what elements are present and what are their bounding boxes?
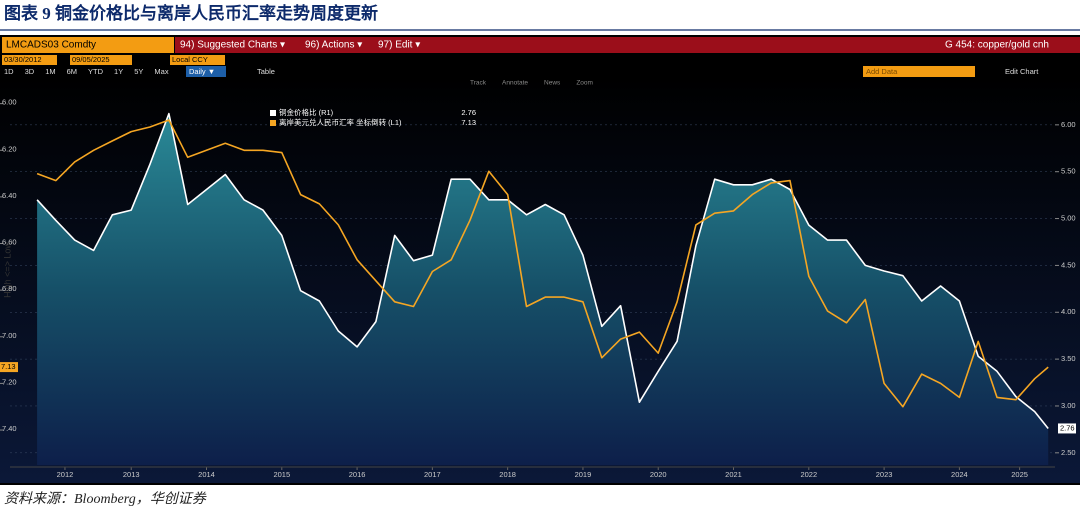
ticker-box [2, 37, 174, 53]
legend-label: 铜金价格比 (R1) [279, 107, 334, 117]
y2-tick-label: 4.50 [1061, 260, 1076, 269]
x-tick-label: 2019 [575, 470, 592, 479]
x-tick-label: 2017 [424, 470, 441, 479]
menu-bar [175, 37, 1080, 53]
tool-button[interactable]: News [544, 80, 561, 87]
y2-tick-label: 4.00 [1061, 307, 1076, 316]
y-tick-label: 7.40 [2, 424, 17, 433]
period-button[interactable]: 3D [25, 67, 35, 76]
line [36, 112, 1049, 429]
period-button[interactable]: Max [154, 67, 168, 76]
x-tick-label: 2016 [349, 470, 366, 479]
table-button[interactable]: Table [257, 67, 275, 76]
freq-box[interactable] [186, 66, 226, 77]
y-tick-label: 6.40 [2, 191, 17, 200]
currency[interactable]: Local CCY [172, 55, 208, 64]
figure-title: 图表 9 铜金价格比与离岸人民币汇率走势周度更新 [4, 3, 378, 23]
period-button[interactable]: YTD [88, 67, 104, 76]
y-tick-label: 6.20 [2, 144, 17, 153]
x-tick-label: 2014 [198, 470, 215, 479]
legend-value: 7.13 [461, 118, 476, 127]
ticker[interactable]: LMCADS03 Comdty [6, 40, 96, 51]
x-tick-label: 2024 [951, 470, 968, 479]
x-tick-label: 2013 [123, 470, 140, 479]
x-tick-label: 2022 [800, 470, 817, 479]
y-tick-label: 6.80 [2, 284, 17, 293]
period-button[interactable]: 1Y [114, 67, 123, 76]
x-tick-label: 2012 [57, 470, 74, 479]
ccy-box[interactable] [170, 55, 225, 65]
source-note: 资料来源：Bloomberg，华创证券 [4, 491, 207, 507]
menu-item[interactable]: 97) Edit ▾ [378, 40, 420, 51]
edit-chart[interactable]: Edit Chart [1005, 67, 1039, 76]
add-data-box[interactable] [863, 66, 975, 77]
menu-item[interactable]: 96) Actions ▾ [305, 40, 362, 51]
y-tick-label: 7.20 [2, 377, 17, 386]
period-button[interactable]: 6M [67, 67, 77, 76]
line [36, 119, 1049, 408]
date-box[interactable] [2, 55, 57, 65]
x-tick-label: 2023 [876, 470, 893, 479]
legend-swatch [270, 120, 276, 126]
tool-button[interactable]: Track [470, 80, 487, 87]
tool-button[interactable]: Zoom [576, 80, 593, 87]
frequency[interactable]: Daily ▼ [189, 67, 215, 76]
x-tick-label: 2020 [650, 470, 667, 479]
y2-tick-label: 3.00 [1061, 401, 1076, 410]
y-tick-label: 7.00 [2, 331, 17, 340]
y2-tick-label: 3.50 [1061, 354, 1076, 363]
date-box[interactable] [70, 55, 132, 65]
y2-tick-label: 6.00 [1061, 120, 1076, 129]
y-axis-label: High <=> Low [2, 242, 12, 298]
x-tick-label: 2018 [499, 470, 516, 479]
start-date[interactable]: 03/30/2012 [4, 55, 42, 64]
legend-label: 离岸美元兑人民币汇率 坐标倒转 (L1) [279, 117, 402, 127]
period-button[interactable]: 1D [4, 67, 14, 76]
y2-tick-label: 5.50 [1061, 167, 1076, 176]
end-date[interactable]: 09/05/2025 [72, 55, 110, 64]
last-value-label: 2.76 [1060, 423, 1075, 432]
last-value-tag [1058, 423, 1076, 434]
period-button[interactable]: 5Y [134, 67, 143, 76]
legend-value: 2.76 [461, 108, 476, 117]
last-value-label: 7.13 [1, 362, 16, 371]
add-data[interactable]: Add Data [866, 67, 898, 76]
chart-name: G 454: copper/gold cnh [945, 40, 1049, 51]
y2-tick-label: 5.00 [1061, 214, 1076, 223]
menu-item[interactable]: 94) Suggested Charts ▾ [180, 40, 285, 51]
x-tick-label: 2021 [725, 470, 742, 479]
y2-tick-label: 2.50 [1061, 448, 1076, 457]
last-value-tag [0, 362, 18, 373]
y-tick-label: 6.60 [2, 238, 17, 247]
x-tick-label: 2025 [1011, 470, 1028, 479]
x-tick-label: 2015 [273, 470, 290, 479]
tool-button[interactable]: Annotate [502, 80, 528, 87]
legend-swatch [270, 110, 276, 116]
period-button[interactable]: 1M [45, 67, 55, 76]
y-tick-label: 6.00 [2, 98, 17, 107]
